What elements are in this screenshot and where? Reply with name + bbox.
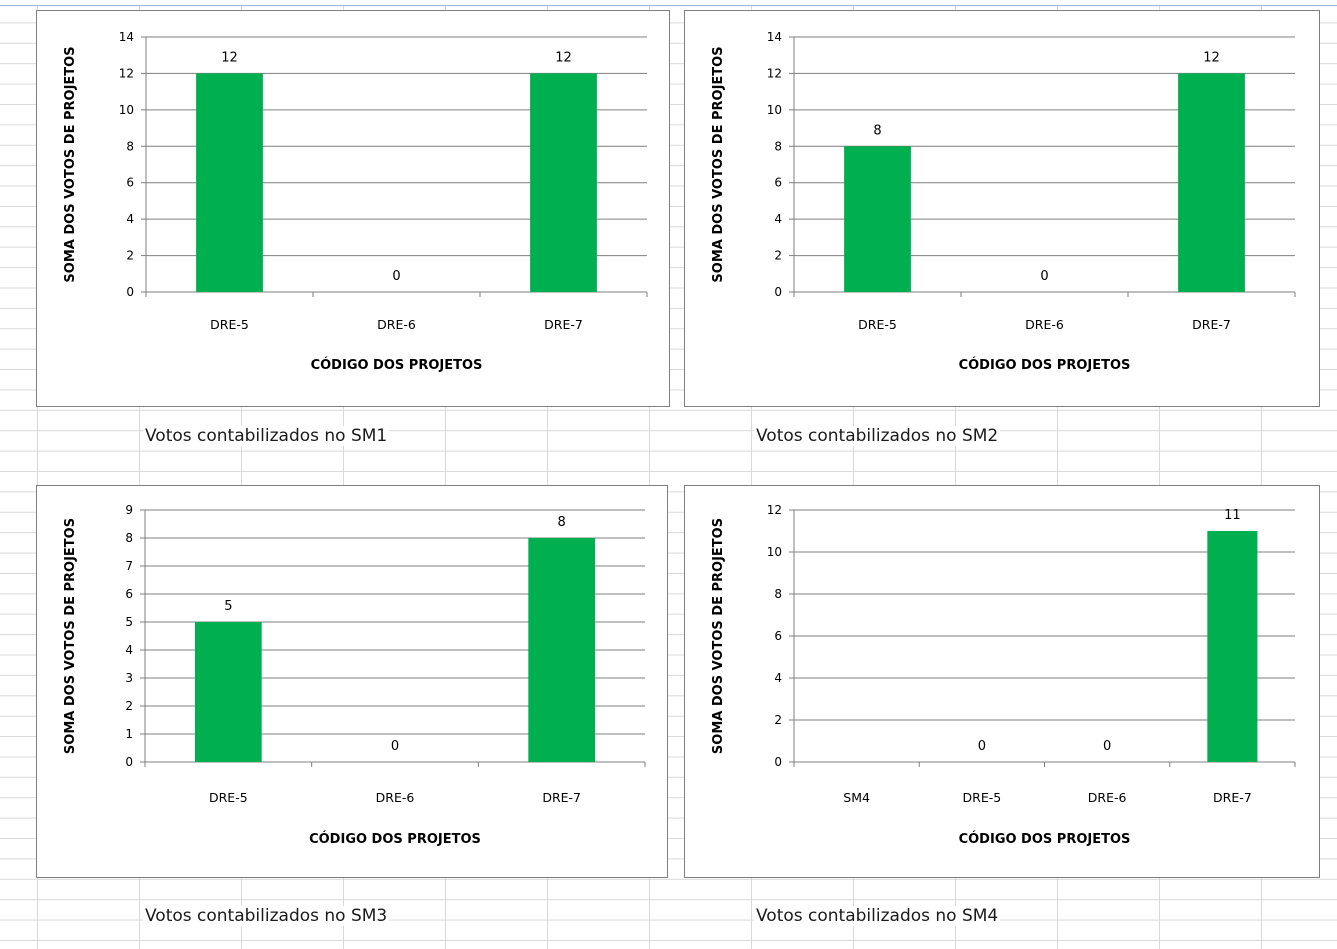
chart-sm4-svg: 0 2 4 6 8 10 12 SM4 0 DRE-5 0 DRE-6 11 DRE-7 CÓDIGO DO…: [711, 503, 1296, 847]
chart-sm2-y-tick-label: 2: [774, 249, 782, 263]
chart-sm1-data-label-dre-6: 0: [392, 269, 400, 284]
chart-sm3-y-axis-title: SOMA DOS VOTOS DE PROJETOS: [63, 518, 78, 754]
chart-sm2-y-tick-label: 8: [774, 139, 782, 153]
chart-sm3-y-tick-label: 1: [125, 727, 133, 741]
chart-sm1-y-tick-label: 10: [119, 103, 134, 117]
chart-sm4-data-label-dre-5: 0: [978, 739, 986, 754]
chart-sm3-bar-dre-5: [195, 622, 262, 762]
chart-sm3-category-label: DRE-7: [542, 790, 581, 805]
chart-sm4-y-tick-label: 6: [774, 629, 782, 643]
chart-sm2-y-tick-label: 12: [767, 66, 782, 80]
chart-sm4-y-tick-label: 2: [774, 713, 782, 727]
chart-sm1-y-tick-label: 6: [126, 176, 134, 190]
chart-sm2-y-tick-label: 10: [767, 103, 782, 117]
chart-sm1[interactable]: 0 2 4 6 8 10 12 14 12 DRE-5 0 DRE-6 12 DRE-7 CÓDIGO DO…: [36, 10, 670, 407]
chart-sm4[interactable]: 0 2 4 6 8 10 12 SM4 0 DRE-5 0 DRE-6 11 DRE-7 CÓDIGO DO…: [684, 485, 1320, 878]
chart-sm4-bar-dre-7: [1207, 531, 1258, 762]
chart-sm2-category-label: DRE-5: [858, 317, 897, 332]
chart-sm2-svg: 0 2 4 6 8 10 12 14 8 DRE-5 0 DRE-6 12 DRE-7 CÓDIGO DOS…: [711, 30, 1296, 373]
chart-sm3-y-tick-label: 7: [125, 559, 133, 573]
chart-sm3-y-tick-label: 6: [125, 587, 133, 601]
chart-sm3-y-tick-label: 9: [125, 503, 133, 517]
chart-sm2-category-label: DRE-7: [1192, 317, 1231, 332]
caption-sm1: Votos contabilizados no SM1: [143, 426, 390, 446]
chart-sm1-category-label: DRE-6: [377, 317, 416, 332]
chart-sm4-y-tick-label: 12: [767, 503, 782, 517]
chart-sm1-category-label: DRE-5: [210, 317, 249, 332]
chart-sm1-bar-dre-7: [530, 73, 597, 292]
chart-sm4-category-label: DRE-7: [1213, 790, 1252, 805]
chart-sm4-data-label-dre-6: 0: [1103, 739, 1111, 754]
chart-sm3-y-tick-label: 5: [125, 615, 133, 629]
chart-sm1-y-axis-title: SOMA DOS VOTOS DE PROJETOS: [63, 46, 78, 282]
chart-sm2-x-axis-title: CÓDIGO DOS PROJETOS: [959, 357, 1131, 373]
caption-sm2: Votos contabilizados no SM2: [754, 426, 1001, 446]
chart-sm3-category-label: DRE-5: [209, 790, 248, 805]
chart-sm2-y-tick-label: 6: [774, 176, 782, 190]
caption-sm3: Votos contabilizados no SM3: [143, 906, 390, 926]
chart-sm1-x-axis-title: CÓDIGO DOS PROJETOS: [311, 357, 483, 373]
chart-sm4-y-tick-label: 0: [774, 755, 782, 769]
chart-sm3-category-label: DRE-6: [376, 790, 415, 805]
chart-sm1-data-label-dre-7: 12: [555, 50, 572, 65]
chart-sm3-data-label-dre-5: 5: [224, 599, 232, 614]
chart-sm3-y-tick-label: 3: [125, 671, 133, 685]
chart-sm3-y-tick-label: 0: [125, 755, 133, 769]
chart-sm2-category-label: DRE-6: [1025, 317, 1064, 332]
chart-sm2-data-label-dre-7: 12: [1203, 50, 1220, 65]
chart-sm2-bar-dre-5: [844, 146, 911, 292]
chart-sm4-y-tick-label: 8: [774, 587, 782, 601]
chart-sm1-y-tick-label: 4: [126, 212, 134, 226]
chart-sm4-y-axis-title: SOMA DOS VOTOS DE PROJETOS: [711, 518, 726, 754]
chart-sm1-bar-dre-5: [196, 73, 263, 292]
chart-sm1-y-tick-label: 12: [119, 66, 134, 80]
chart-sm3-y-tick-label: 4: [125, 643, 133, 657]
chart-sm2-data-label-dre-5: 8: [873, 123, 881, 138]
chart-sm1-svg: 0 2 4 6 8 10 12 14 12 DRE-5 0 DRE-6 12 DRE-7 CÓDIGO DO…: [63, 30, 648, 373]
chart-sm2-y-tick-label: 14: [767, 30, 782, 44]
chart-sm1-y-tick-label: 2: [126, 249, 134, 263]
top-strip: [0, 0, 1337, 6]
chart-sm2[interactable]: 0 2 4 6 8 10 12 14 8 DRE-5 0 DRE-6 12 DRE-7 CÓDIGO DOS…: [684, 10, 1320, 407]
chart-sm2-y-axis-title: SOMA DOS VOTOS DE PROJETOS: [711, 46, 726, 282]
chart-sm1-category-label: DRE-7: [544, 317, 583, 332]
chart-sm1-data-label-dre-5: 12: [221, 50, 238, 65]
chart-sm2-bar-dre-7: [1178, 73, 1245, 292]
caption-sm4: Votos contabilizados no SM4: [754, 906, 1001, 926]
chart-sm4-x-axis-title: CÓDIGO DOS PROJETOS: [959, 831, 1131, 847]
chart-sm3-svg: 0 1 2 3 4 5 6 7 8 9 5 DRE-5 0 DRE-6 8 DRE-7 CÓDIGO DOS P…: [63, 503, 646, 847]
chart-sm4-y-tick-label: 10: [767, 545, 782, 559]
chart-sm3[interactable]: 0 1 2 3 4 5 6 7 8 9 5 DRE-5 0 DRE-6 8 DRE-7 CÓDIGO DOS P…: [36, 485, 668, 878]
chart-sm3-y-tick-label: 8: [125, 531, 133, 545]
chart-sm3-y-tick-label: 2: [125, 699, 133, 713]
chart-sm2-data-label-dre-6: 0: [1040, 269, 1048, 284]
chart-sm3-x-axis-title: CÓDIGO DOS PROJETOS: [309, 831, 481, 847]
chart-sm1-y-tick-label: 8: [126, 139, 134, 153]
chart-sm1-y-tick-label: 0: [126, 285, 134, 299]
chart-sm3-bar-dre-7: [528, 538, 595, 762]
chart-sm4-y-tick-label: 4: [774, 671, 782, 685]
chart-sm4-data-label-dre-7: 11: [1224, 508, 1241, 523]
chart-sm2-y-tick-label: 0: [774, 285, 782, 299]
chart-sm4-category-label: DRE-6: [1088, 790, 1127, 805]
chart-sm3-data-label-dre-6: 0: [391, 739, 399, 754]
chart-sm2-y-tick-label: 4: [774, 212, 782, 226]
chart-sm1-y-tick-label: 14: [119, 30, 134, 44]
chart-sm4-category-label: DRE-5: [963, 790, 1002, 805]
chart-sm3-data-label-dre-7: 8: [558, 515, 566, 530]
chart-sm4-category-label: SM4: [843, 790, 870, 805]
